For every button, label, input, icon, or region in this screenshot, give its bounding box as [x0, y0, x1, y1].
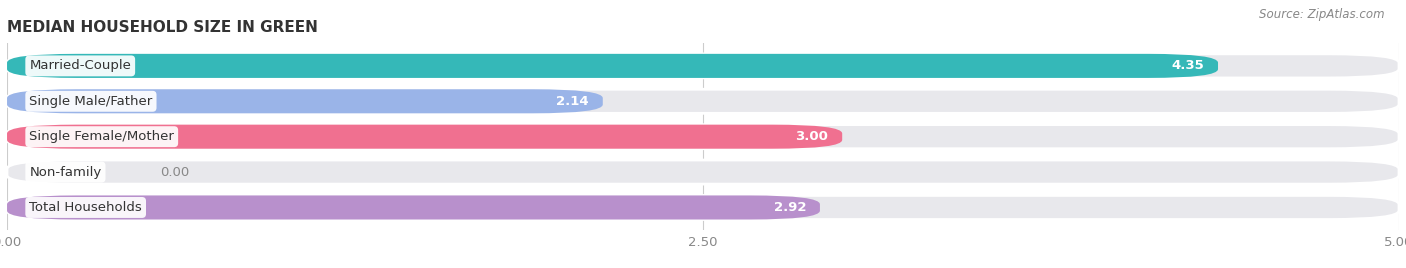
FancyBboxPatch shape [7, 195, 1399, 219]
Text: 2.14: 2.14 [557, 95, 589, 108]
Text: Single Male/Father: Single Male/Father [30, 95, 153, 108]
Text: 4.35: 4.35 [1171, 59, 1204, 72]
FancyBboxPatch shape [7, 160, 1399, 184]
Text: Married-Couple: Married-Couple [30, 59, 131, 72]
FancyBboxPatch shape [7, 54, 1218, 78]
Text: 2.92: 2.92 [773, 201, 806, 214]
Text: 0.00: 0.00 [160, 166, 190, 178]
Text: Source: ZipAtlas.com: Source: ZipAtlas.com [1260, 8, 1385, 21]
Text: 3.00: 3.00 [796, 130, 828, 143]
FancyBboxPatch shape [7, 54, 1399, 78]
FancyBboxPatch shape [7, 89, 603, 113]
Text: Single Female/Mother: Single Female/Mother [30, 130, 174, 143]
FancyBboxPatch shape [7, 89, 1399, 113]
FancyBboxPatch shape [7, 195, 820, 219]
FancyBboxPatch shape [7, 125, 842, 149]
Text: Non-family: Non-family [30, 166, 101, 178]
FancyBboxPatch shape [7, 125, 1399, 149]
Text: Total Households: Total Households [30, 201, 142, 214]
Text: MEDIAN HOUSEHOLD SIZE IN GREEN: MEDIAN HOUSEHOLD SIZE IN GREEN [7, 20, 318, 35]
